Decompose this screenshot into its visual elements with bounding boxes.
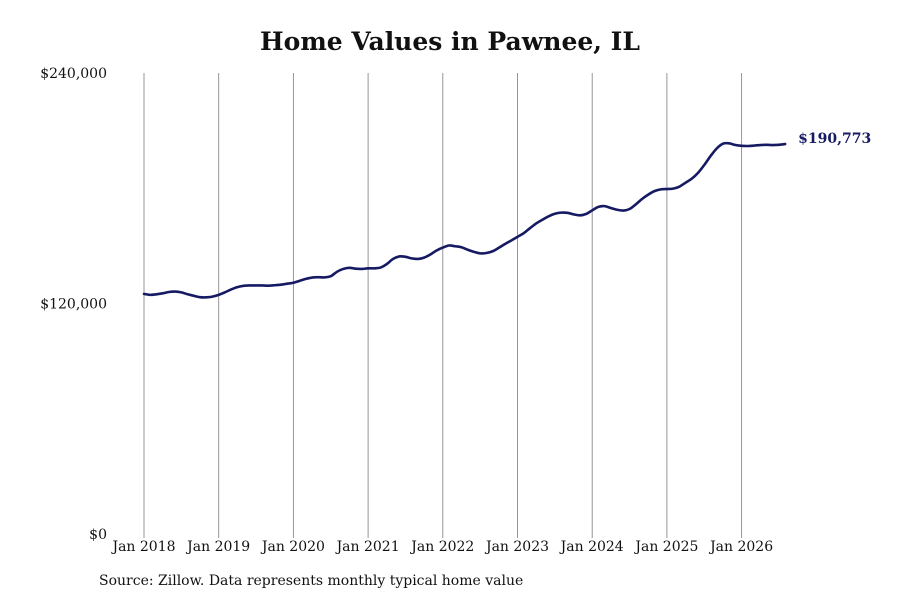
chart-title: Home Values in Pawnee, IL [260,27,640,56]
series-layer [142,141,787,299]
x-tick-label: Jan 2025 [633,539,698,555]
source-note: Source: Zillow. Data represents monthly … [99,573,524,589]
x-tick-label: Jan 2020 [260,539,325,555]
x-tick-label: Jan 2018 [110,539,175,555]
x-tick-label: Jan 2022 [409,539,474,555]
x-tick-label: Jan 2024 [559,539,624,555]
x-tick-label: Jan 2019 [185,539,250,555]
x-tick-label: Jan 2023 [484,539,549,555]
y-axis-tick-labels: $0 $120,000 $240,000 [40,66,107,543]
y-tick-label: $120,000 [40,297,107,313]
y-tick-label: $240,000 [40,66,107,82]
x-tick-label: Jan 2026 [708,539,773,555]
y-tick-label: $0 [89,527,107,543]
x-tick-label: Jan 2021 [335,539,400,555]
gridlines [143,73,743,538]
x-axis-tick-labels: Jan 2018 Jan 2019 Jan 2020 Jan 2021 Jan 2022… [110,539,773,555]
series-line [142,141,787,299]
end-value-label: $190,773 [798,131,871,147]
